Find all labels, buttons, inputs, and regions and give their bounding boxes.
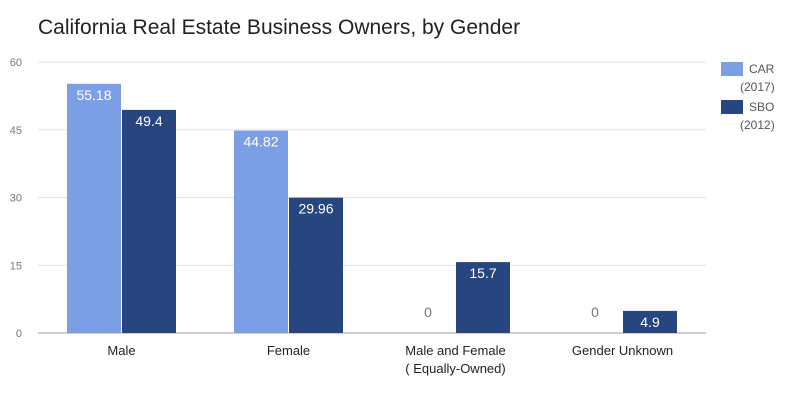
y-tick-label: 15	[10, 260, 22, 272]
bar-sbo	[623, 310, 677, 333]
data-label: 29.96	[298, 201, 333, 217]
data-label: 0	[424, 304, 432, 320]
bar-sbo	[456, 262, 510, 333]
data-label: 0	[591, 304, 599, 320]
legend-label: SBO	[749, 100, 774, 114]
data-labels: 55.18 49.4 44.82 29.96 0 15.7 0 4.9	[76, 87, 659, 330]
y-axis-ticks: 0 15 30 45 60	[10, 57, 22, 340]
data-label: 15.7	[469, 265, 496, 281]
x-axis-categories: Male Female Male and Female ( Equally-Owned…	[107, 343, 673, 376]
x-category-label: ( Equally-Owned)	[405, 361, 505, 376]
legend-swatch	[721, 62, 743, 76]
legend-label: CAR	[749, 62, 775, 76]
y-tick-label: 0	[16, 328, 22, 340]
bars	[67, 83, 677, 334]
legend-sublabel: (2017)	[740, 80, 775, 94]
legend-swatch	[721, 100, 743, 114]
x-category-label: Male	[107, 343, 135, 358]
bar-sbo	[289, 197, 343, 333]
chart-title: California Real Estate Business Owners, …	[38, 16, 520, 39]
data-label: 49.4	[135, 113, 162, 129]
bar-sbo	[122, 109, 176, 333]
y-tick-label: 45	[10, 125, 22, 137]
legend: CAR (2017) SBO (2012)	[721, 62, 775, 132]
y-tick-label: 60	[10, 57, 22, 69]
data-label: 4.9	[640, 314, 660, 330]
data-label: 55.18	[76, 87, 111, 103]
bar-car	[67, 83, 121, 334]
data-label: 44.82	[243, 134, 278, 150]
x-category-label: Gender Unknown	[572, 343, 673, 358]
y-tick-label: 30	[10, 193, 22, 205]
bar-car	[234, 130, 288, 333]
x-category-label: Female	[267, 343, 310, 358]
legend-sublabel: (2012)	[740, 118, 775, 132]
x-category-label: Male and Female	[405, 343, 505, 358]
